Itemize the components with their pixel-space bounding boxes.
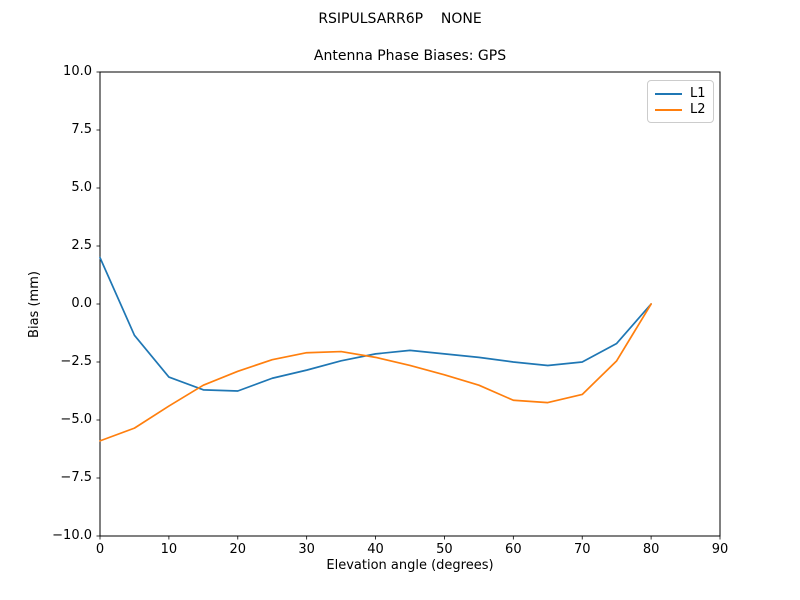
legend-item-L1: L1 <box>655 87 706 100</box>
legend-line-sample-L1 <box>655 92 682 95</box>
y-tick-label: 7.5 <box>71 122 92 137</box>
x-tick-label: 0 <box>95 542 105 557</box>
x-tick-label: 80 <box>642 542 660 557</box>
y-tick-label: −10.0 <box>52 528 92 543</box>
x-tick-label: 70 <box>573 542 591 557</box>
y-tick-label: 0.0 <box>71 296 92 311</box>
x-tick-label: 30 <box>298 542 315 557</box>
figure-suptitle: RSIPULSARR6P NONE <box>318 11 482 27</box>
y-tick-label: −5.0 <box>60 412 92 427</box>
x-tick-label: 60 <box>505 542 522 557</box>
x-tick-label: 50 <box>436 542 453 557</box>
legend-label-L1: L1 <box>690 86 706 101</box>
line-L1 <box>99 256 652 392</box>
y-tick-label: −2.5 <box>60 354 92 369</box>
line-L2 <box>99 303 652 442</box>
legend-label-L2: L2 <box>690 102 706 117</box>
x-axis-label: Elevation angle (degrees) <box>326 558 494 573</box>
x-tick-label: 10 <box>160 542 178 557</box>
chart-title: Antenna Phase Biases: GPS <box>313 48 507 64</box>
x-tick-label: 20 <box>229 542 247 557</box>
legend-line-sample-L2 <box>655 108 682 111</box>
y-tick-label: 5.0 <box>71 180 92 195</box>
y-tick-label: −7.5 <box>60 470 92 485</box>
y-tick-label: 10.0 <box>63 64 92 79</box>
x-tick-label: 90 <box>711 542 729 557</box>
axes-frame <box>99 71 721 537</box>
x-tick-label: 40 <box>367 542 384 557</box>
legend-item-L2: L2 <box>655 103 706 116</box>
y-tick-label: 2.5 <box>71 238 92 253</box>
legend: L1 L2 <box>647 80 714 123</box>
